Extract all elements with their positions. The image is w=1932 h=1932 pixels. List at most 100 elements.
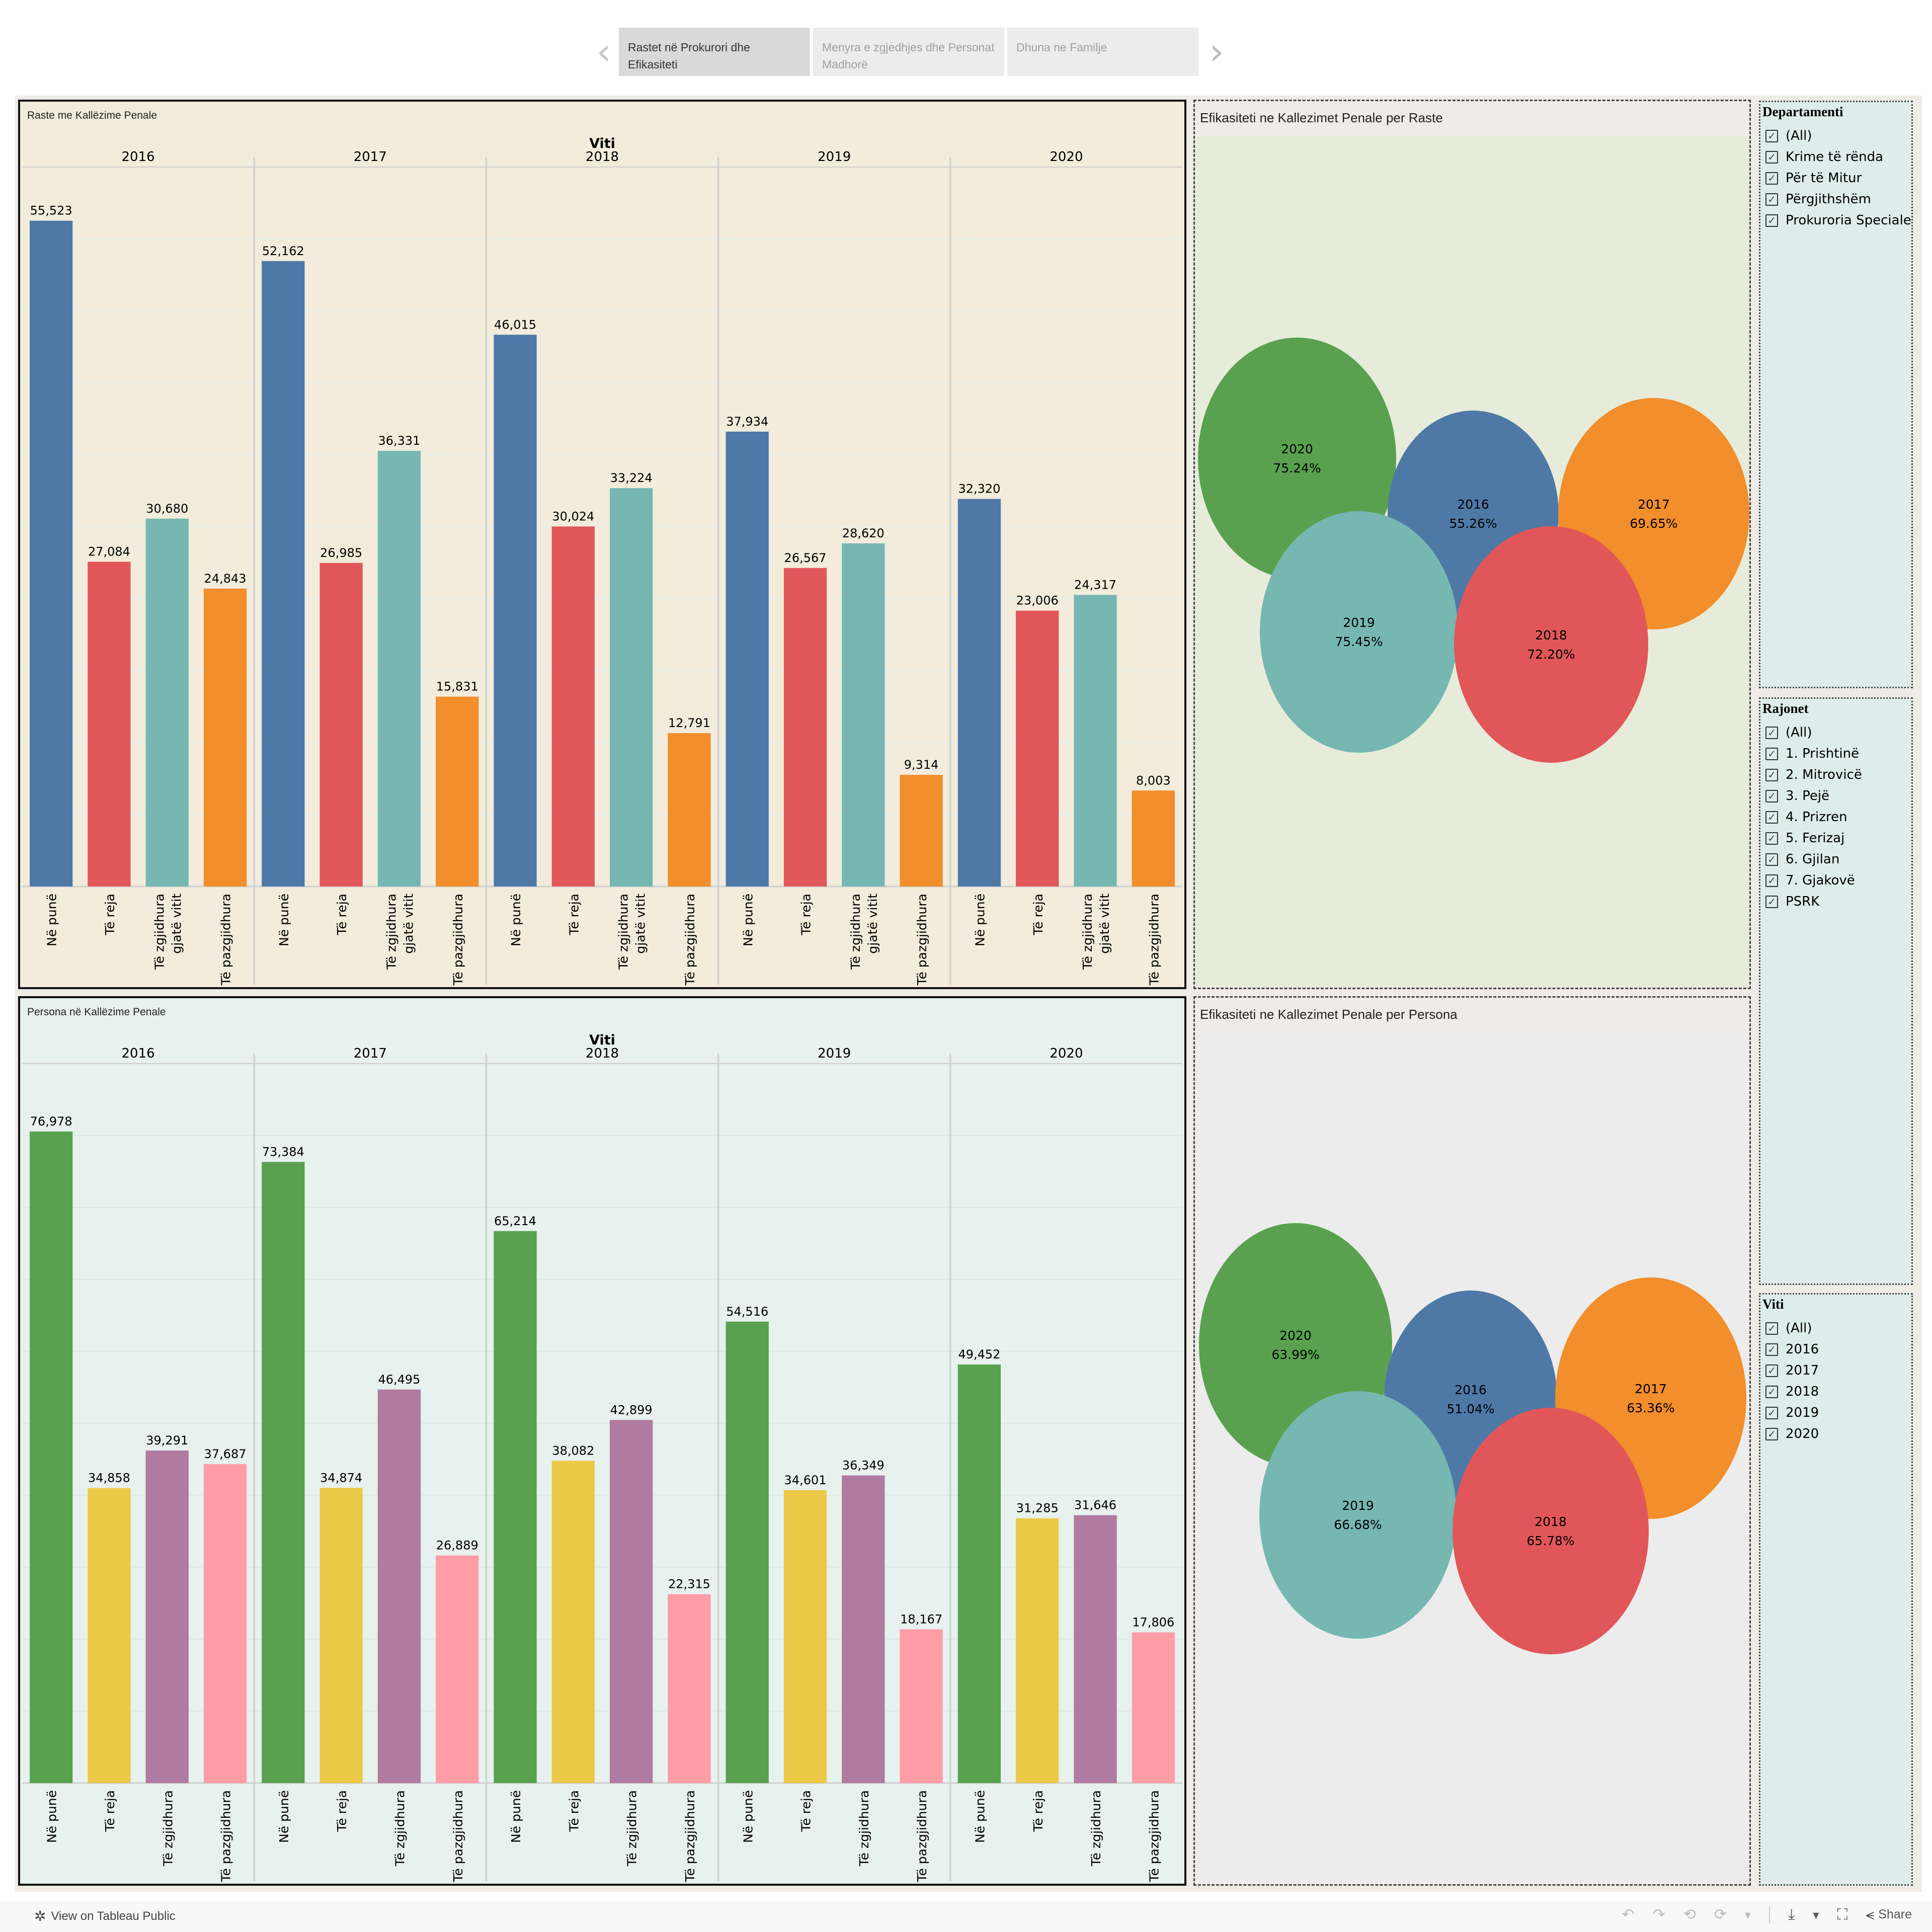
raste-bar-2017-4[interactable]	[436, 696, 479, 887]
raste-bar-2020-2[interactable]	[1016, 610, 1059, 887]
checkbox-checked-icon[interactable]: ✓	[1765, 768, 1778, 781]
persona-bar-2020-2[interactable]	[1016, 1518, 1059, 1783]
checkbox-checked-icon[interactable]: ✓	[1765, 214, 1778, 227]
checkbox-checked-icon[interactable]: ✓	[1765, 150, 1778, 164]
checkbox-checked-icon[interactable]: ✓	[1765, 1364, 1778, 1377]
revert-icon[interactable]: ⟲	[1683, 1906, 1696, 1923]
download-dropdown-icon[interactable]: ▾	[1813, 1907, 1819, 1922]
checkbox-checked-icon[interactable]: ✓	[1765, 895, 1778, 908]
persona-bar-2016-3[interactable]	[145, 1450, 189, 1783]
raste-bar-2018-2[interactable]	[551, 526, 595, 887]
tab-menyra-e-zgjedhjes[interactable]: Menyra e zgjedhjes dhe Personat Madhorë	[813, 28, 1004, 76]
raste-bar-2019-2[interactable]	[783, 568, 827, 887]
filter-rajonet-option[interactable]: ✓ 2. Mitrovicë	[1765, 764, 1862, 785]
persona-bar-2017-3[interactable]	[377, 1389, 421, 1783]
persona-bar-2018-4[interactable]	[668, 1594, 711, 1783]
filter-viti-option[interactable]: ✓ 2019	[1765, 1402, 1819, 1423]
download-icon[interactable]: ⤓	[1788, 1906, 1795, 1923]
checkbox-checked-icon[interactable]: ✓	[1765, 172, 1778, 185]
refresh-dropdown-icon[interactable]: ▾	[1745, 1907, 1751, 1922]
prev-arrow-icon[interactable]: ‹	[596, 30, 611, 73]
filter-rajonet-option[interactable]: ✓ 3. Pejë	[1765, 785, 1862, 807]
filter-departamenti-option[interactable]: ✓ (All)	[1765, 125, 1911, 146]
efikasiteti-raste-bubbles: 2020 75.24% 2016 55.26% 2017 69.65% 2019 75.45%…	[1195, 136, 1749, 987]
persona-bar-2016-1[interactable]	[29, 1131, 73, 1783]
filter-rajonet-option[interactable]: ✓ 1. Prishtinë	[1765, 743, 1862, 764]
raste-bar-2019-4[interactable]	[900, 775, 943, 887]
raste-bar-2019-3[interactable]	[842, 543, 885, 887]
raste-bar-2016-3[interactable]	[145, 518, 189, 887]
filter-viti-option[interactable]: ✓ 2018	[1765, 1381, 1819, 1402]
raste-efikasiteti-bubble-2018[interactable]	[1454, 526, 1648, 763]
persona-bar-2018-1[interactable]	[494, 1231, 537, 1783]
filter-departamenti-option[interactable]: ✓ Përgjithshëm	[1765, 189, 1911, 210]
filter-rajonet-option[interactable]: ✓ PSRK	[1765, 891, 1862, 912]
persona-bar-2017-4[interactable]	[436, 1555, 479, 1783]
tab-rastet-ne-prokurori[interactable]: Rastet në Prokurori dhe Efikasiteti	[619, 28, 810, 76]
persona-bar-2020-4[interactable]	[1132, 1632, 1175, 1783]
undo-icon[interactable]: ↶	[1622, 1906, 1635, 1923]
checkbox-checked-icon[interactable]: ✓	[1765, 1322, 1778, 1335]
checkbox-checked-icon[interactable]: ✓	[1765, 129, 1778, 142]
checkbox-checked-icon[interactable]: ✓	[1765, 811, 1778, 824]
persona-bar-2016-2[interactable]	[88, 1488, 131, 1783]
persona-bar-2018-2[interactable]	[551, 1461, 595, 1783]
filter-viti-option[interactable]: ✓ 2017	[1765, 1360, 1819, 1381]
persona-bar-2020-1[interactable]	[957, 1364, 1001, 1783]
filter-departamenti-option[interactable]: ✓ Prokuroria Speciale	[1765, 210, 1911, 231]
filter-rajonet-option[interactable]: ✓ 7. Gjakovë	[1765, 870, 1862, 891]
filter-rajonet-option[interactable]: ✓ 6. Gjilan	[1765, 849, 1862, 870]
raste-bar-2016-2[interactable]	[88, 561, 131, 887]
raste-bar-2016-1[interactable]	[29, 220, 73, 887]
checkbox-checked-icon[interactable]: ✓	[1765, 747, 1778, 760]
persona-bar-2019-4[interactable]	[900, 1629, 943, 1783]
filter-departamenti-option[interactable]: ✓ Për të Mitur	[1765, 168, 1911, 189]
filter-viti-option[interactable]: ✓ 2016	[1765, 1339, 1819, 1360]
persona-bar-2016-4[interactable]	[203, 1464, 247, 1783]
persona-efikasiteti-bubble-2019[interactable]	[1259, 1391, 1457, 1639]
raste-bar-2020-3[interactable]	[1074, 595, 1117, 887]
raste-bar-2017-3[interactable]	[377, 451, 421, 887]
persona-efikasiteti-bubble-2018[interactable]	[1453, 1408, 1649, 1654]
raste-bar-2017-1[interactable]	[262, 261, 305, 887]
raste-bar-2018-4[interactable]	[668, 733, 711, 887]
checkbox-checked-icon[interactable]: ✓	[1765, 853, 1778, 866]
persona-bar-2019-2[interactable]	[783, 1490, 827, 1783]
raste-bar-2019-1[interactable]	[726, 431, 769, 887]
share-button[interactable]: ⪪ Share	[1866, 1906, 1912, 1923]
fullscreen-icon[interactable]: ⛶	[1837, 1906, 1848, 1923]
checkbox-checked-icon[interactable]: ✓	[1765, 1385, 1778, 1398]
raste-bar-2018-1[interactable]	[494, 335, 537, 887]
filter-viti-option[interactable]: ✓ (All)	[1765, 1318, 1819, 1339]
checkbox-checked-icon[interactable]: ✓	[1765, 832, 1778, 845]
persona-bar-2017-2[interactable]	[319, 1488, 363, 1783]
persona-bar-2019-3[interactable]	[842, 1475, 885, 1783]
raste-bar-2020-1[interactable]	[957, 499, 1001, 887]
raste-bar-2018-3[interactable]	[609, 488, 653, 887]
checkbox-checked-icon[interactable]: ✓	[1765, 1343, 1778, 1356]
raste-bar-2020-4[interactable]	[1132, 790, 1175, 887]
checkbox-checked-icon[interactable]: ✓	[1765, 874, 1778, 887]
filter-rajonet-option[interactable]: ✓ 5. Ferizaj	[1765, 828, 1862, 849]
tab-dhuna-ne-familje[interactable]: Dhuna ne Familje	[1007, 28, 1198, 76]
view-on-tableau-public-link[interactable]: ✲ View on Tableau Public	[34, 1908, 176, 1924]
filter-rajonet-option[interactable]: ✓ 4. Prizren	[1765, 807, 1862, 828]
checkbox-checked-icon[interactable]: ✓	[1765, 1427, 1778, 1440]
persona-bar-2018-3[interactable]	[609, 1420, 653, 1783]
next-arrow-icon[interactable]: ›	[1209, 30, 1224, 73]
redo-icon[interactable]: ↷	[1652, 1906, 1665, 1923]
checkbox-checked-icon[interactable]: ✓	[1765, 789, 1778, 802]
raste-efikasiteti-bubble-2019[interactable]	[1260, 511, 1458, 753]
persona-bar-2017-1[interactable]	[262, 1162, 305, 1783]
checkbox-checked-icon[interactable]: ✓	[1765, 726, 1778, 739]
filter-departamenti-option[interactable]: ✓ Krime të rënda	[1765, 146, 1911, 168]
checkbox-checked-icon[interactable]: ✓	[1765, 193, 1778, 206]
persona-bar-2020-3[interactable]	[1074, 1515, 1117, 1783]
raste-bar-2017-2[interactable]	[319, 562, 363, 887]
filter-rajonet-option[interactable]: ✓ (All)	[1765, 722, 1862, 743]
persona-bar-2019-1[interactable]	[726, 1321, 769, 1783]
raste-bar-2016-4[interactable]	[203, 588, 247, 887]
checkbox-checked-icon[interactable]: ✓	[1765, 1406, 1778, 1419]
refresh-icon[interactable]: ⟳	[1714, 1906, 1727, 1923]
filter-viti-option[interactable]: ✓ 2020	[1765, 1423, 1819, 1444]
